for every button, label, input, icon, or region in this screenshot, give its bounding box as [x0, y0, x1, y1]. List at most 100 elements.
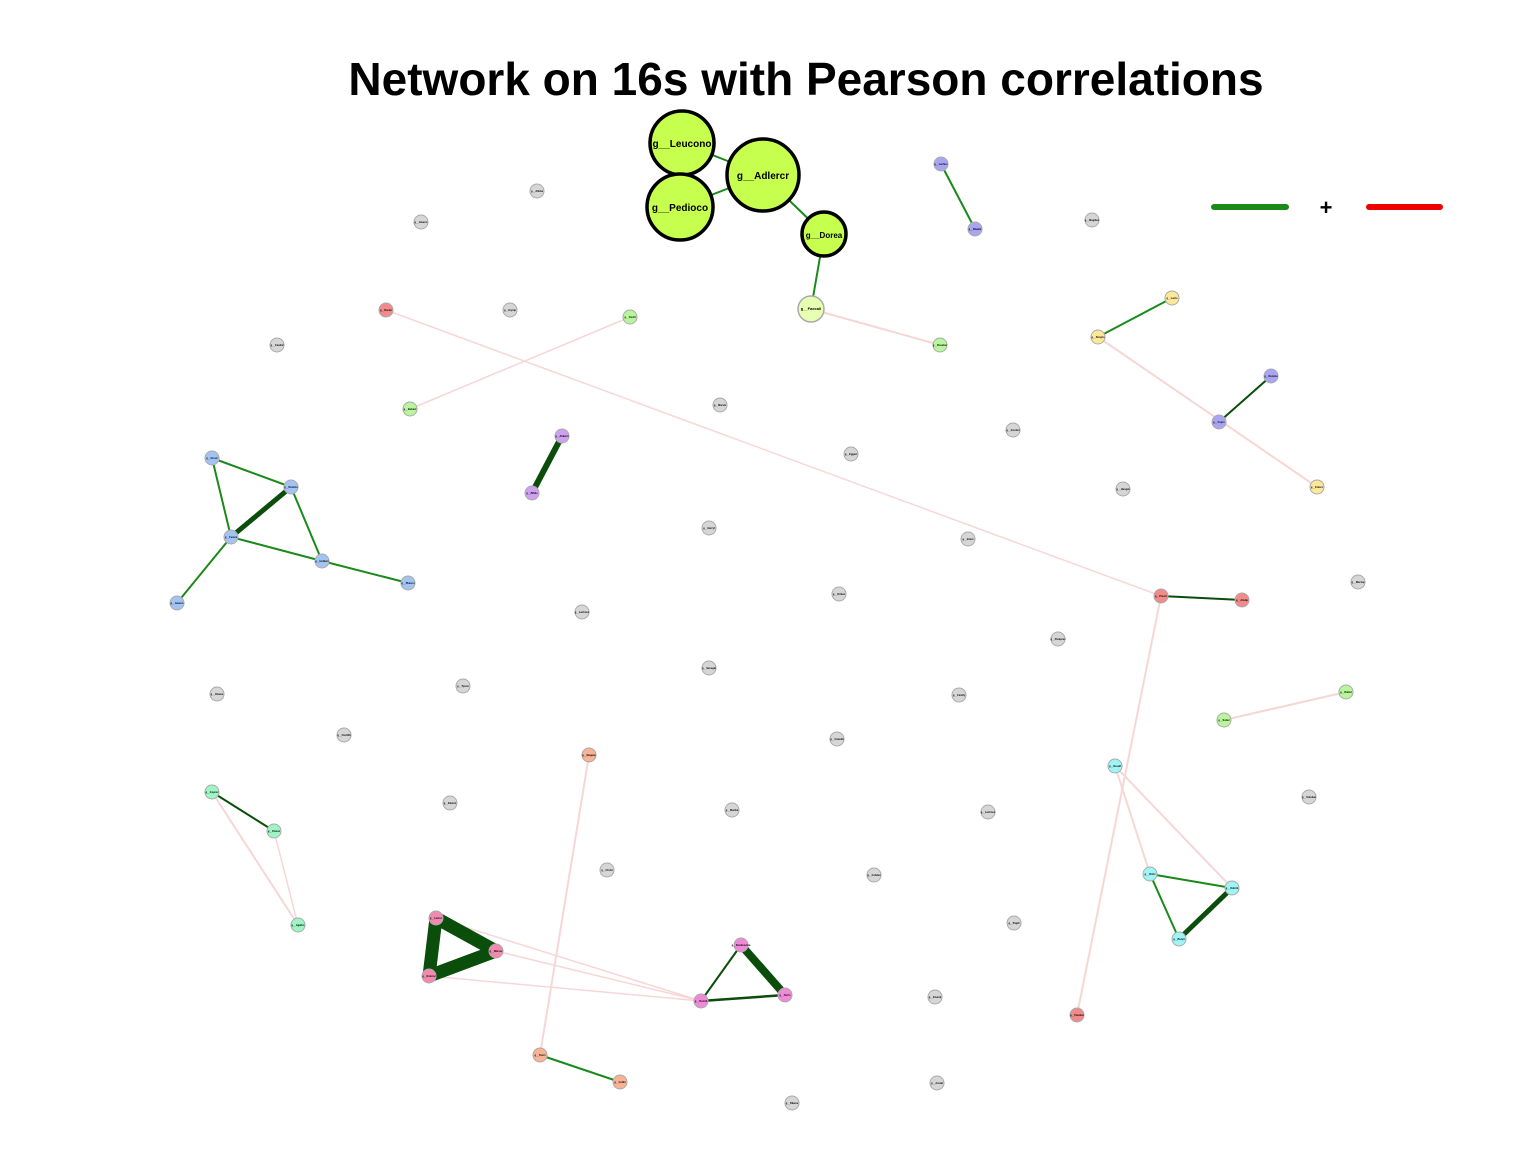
node-label: g__Hungat	[1117, 488, 1130, 491]
node-circle	[1211, 414, 1227, 430]
node-circle	[960, 531, 976, 547]
node-circle	[554, 428, 570, 444]
node-label: g__Lachno	[934, 163, 948, 166]
node-circle	[843, 446, 859, 462]
edge-b1-b3	[211, 457, 232, 538]
node-g14: g__Lachnoc	[574, 604, 590, 620]
node-circle	[933, 156, 949, 172]
node-circle	[378, 302, 394, 318]
node-circle	[1050, 631, 1066, 647]
node-circle	[784, 1095, 800, 1111]
node-circle	[1090, 329, 1106, 345]
node-m2: g__Flavon	[266, 823, 282, 839]
node-ped: g__Pedioco	[645, 172, 715, 242]
node-label: g__Rumino	[284, 486, 298, 489]
node-label: g__Anaero	[415, 221, 428, 224]
legend: +	[1211, 195, 1443, 220]
node-circle	[622, 309, 638, 325]
node-g29: g__Eisenb	[927, 989, 943, 1005]
node-g11: g__Intest	[960, 531, 976, 547]
node-leuc: g__Leucono	[648, 109, 716, 177]
node-b3: g__Fusica	[223, 529, 239, 545]
node-circle	[529, 183, 545, 199]
node-label: g__Eubact	[404, 408, 417, 411]
node-s1: g__Megasp	[581, 747, 597, 763]
node-p2: g__Bifido	[524, 485, 540, 501]
node-circle	[204, 450, 220, 466]
node-label: g__Akkerm	[555, 435, 569, 438]
edge-m2-m3	[273, 830, 299, 926]
edge-q2-q3	[699, 993, 787, 1003]
edge-fae-l3	[810, 308, 941, 346]
node-g10: g__Harryf	[701, 520, 717, 536]
edge-k1-q2	[435, 917, 702, 1002]
node-label: g__Flavon	[268, 830, 281, 833]
node-label: g__Rumino	[1264, 375, 1278, 378]
node-circle	[1224, 880, 1240, 896]
node-p1: g__Akkerm	[554, 428, 570, 444]
node-circle	[701, 660, 717, 676]
edge-b4-b5	[321, 560, 409, 584]
edge-y1-y2	[1097, 297, 1173, 338]
node-circle	[693, 993, 709, 1009]
node-circle	[581, 747, 597, 763]
node-circle	[223, 529, 239, 545]
node-circle	[831, 586, 847, 602]
edge-l4-l5	[1223, 691, 1347, 721]
node-g1: g__Alloba	[529, 183, 545, 199]
node-circle	[266, 823, 282, 839]
node-lv3: g__Rumino	[1263, 368, 1279, 384]
node-circle	[400, 575, 416, 591]
node-g27: g__Colidex	[866, 867, 882, 883]
node-label: g__Enteroc	[422, 975, 436, 978]
node-label: g__Collin	[614, 1081, 626, 1084]
node-label: g__Blautia	[969, 228, 982, 231]
node-g9: g__Hungat	[1115, 481, 1131, 497]
node-label: g__Solobac	[1302, 796, 1317, 799]
node-label: g__Intest	[963, 538, 974, 541]
node-c3: g__Odorib	[1224, 880, 1240, 896]
node-circle	[488, 943, 504, 959]
node-circle	[612, 1074, 628, 1090]
node-q2: g__Turicib	[693, 993, 709, 1009]
node-circle	[524, 485, 540, 501]
node-label: g__Turicib	[695, 1000, 708, 1003]
node-circle	[1301, 789, 1317, 805]
node-fae: g__Faecali	[797, 295, 825, 323]
node-g5: g__Candid	[269, 337, 285, 353]
node-label: g__Alloba	[531, 190, 544, 193]
edge-k1-k3	[422, 911, 443, 983]
node-label: g__Clostr	[206, 457, 218, 460]
node-label: g__Dialist	[1340, 691, 1352, 694]
node-circle	[455, 678, 471, 694]
node-circle	[1153, 588, 1169, 604]
node-g25: g__Lachnos	[980, 804, 996, 820]
edge-b1-b2	[211, 457, 292, 488]
node-k1: g__Lactoc	[428, 910, 444, 926]
node-circle	[712, 397, 728, 413]
node-label: g__Papill	[1009, 922, 1020, 925]
node-circle	[502, 302, 518, 318]
node-y3: g__Entero	[1309, 479, 1325, 495]
edge-y2-y3	[1097, 336, 1318, 488]
node-circle	[204, 784, 220, 800]
node-g23: g__Elusim	[442, 795, 458, 811]
node-label: g__Candid	[271, 344, 284, 347]
node-g16: g__Senegal	[701, 660, 717, 676]
node-label: g__Phasco	[401, 582, 415, 585]
node-label: g__Lactoc	[430, 917, 443, 920]
node-l3: g__Rosebur	[932, 337, 948, 353]
node-g8: g__Eggert	[843, 446, 859, 462]
node-k2: g__Weisse	[488, 943, 504, 959]
node-circle	[1142, 866, 1158, 882]
node-circle	[967, 221, 983, 237]
node-g31: g__Rikene	[784, 1095, 800, 1111]
node-circle	[797, 295, 825, 323]
edge-c3-c4	[1176, 885, 1235, 942]
node-b5: g__Phasco	[400, 575, 416, 591]
node-r4: g__Parabac	[1069, 1007, 1085, 1023]
node-g4: g__Erysip	[502, 302, 518, 318]
node-label: g__Fusica	[225, 536, 238, 539]
node-circle	[1171, 931, 1187, 947]
